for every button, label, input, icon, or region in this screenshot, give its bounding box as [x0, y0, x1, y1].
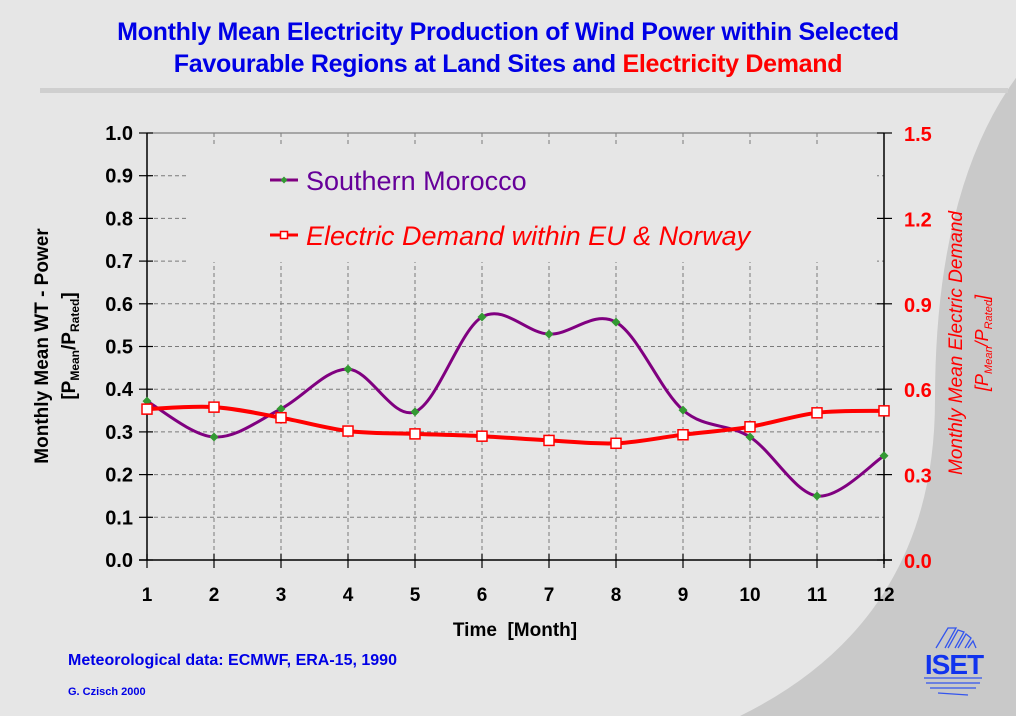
chart-title-line1: Monthly Mean Electricity Production of W… [117, 18, 899, 46]
unit-open: [P [972, 374, 992, 392]
data-point-southern-morocco [544, 329, 554, 339]
y-axis-left-tick-label: 0.6 [105, 294, 133, 316]
data-point-southern-morocco [209, 432, 219, 442]
x-axis-label: Time [Month] [453, 620, 577, 641]
title-divider [40, 88, 1008, 93]
series-group [141, 312, 890, 501]
data-point-electric-demand [208, 401, 220, 413]
x-axis-tick-label: 12 [873, 585, 894, 606]
data-point-electric-demand [878, 405, 890, 417]
logo-arc-top [935, 627, 977, 649]
y-axis-left-tick-label: 0.1 [105, 507, 133, 529]
x-axis-tick-label: 5 [410, 585, 421, 606]
y-axis-left-tick-label: 0.2 [105, 465, 133, 487]
chart-title-line2: Favourable Regions at Land Sites and Ele… [0, 48, 1016, 80]
y-axis-left-tick-label: 0.5 [105, 337, 133, 359]
legend: Southern Morocco Electric Demand within … [270, 166, 752, 251]
tick-labels: 0.0 0.1 0.2 0.3 0.4 0.5 0.6 0.7 0.8 0.9 1.0 0.0 0.3 0… [105, 123, 932, 606]
unit-close: ] [59, 292, 80, 298]
author-credit: G. Czisch 2000 [68, 686, 146, 698]
data-point-electric-demand [543, 434, 555, 447]
unit-open: [P [59, 380, 80, 399]
data-point-southern-morocco [410, 407, 420, 417]
y-axis-left-tick-label: 0.7 [105, 251, 133, 273]
data-point-southern-morocco [343, 364, 353, 374]
legend-demand-marker [279, 230, 289, 240]
y-axis-left-tick-label: 1.0 [105, 123, 133, 145]
x-axis-tick-label: 3 [276, 585, 287, 606]
data-point-southern-morocco [812, 491, 822, 501]
y-axis-right-label-group: Monthly Mean Electric Demand [PMean/PRat… [946, 210, 995, 475]
unit-sub-rated: Rated [68, 299, 82, 332]
x-axis-tick-label: 9 [678, 585, 689, 606]
iset-logo: ISET [924, 627, 985, 696]
data-source-note: Meteorological data: ECMWF, ERA-15, 1990 [68, 652, 397, 669]
unit-sub-mean: Mean [68, 350, 82, 381]
data-point-electric-demand [409, 428, 421, 440]
x-axis-tick-label: 6 [477, 585, 488, 606]
unit-mid: /P [59, 332, 80, 350]
y-axis-right-tick-label: 0.9 [904, 295, 932, 317]
y-axis-left-tick-label: 0.8 [105, 208, 133, 230]
y-axis-left-tick-label: 0.0 [105, 550, 133, 572]
unit-sub-rated: Rated [983, 299, 995, 329]
data-point-electric-demand [275, 411, 287, 424]
data-point-southern-morocco [879, 451, 889, 461]
y-axis-left-unit: [PMean/PRated] [59, 292, 82, 399]
y-axis-right-tick-label: 1.5 [904, 124, 932, 146]
x-axis-tick-label: 2 [209, 585, 220, 606]
unit-sub-mean: Mean [983, 346, 995, 374]
data-point-southern-morocco [611, 317, 621, 327]
x-axis-tick-label: 8 [611, 585, 622, 606]
y-axis-right-tick-label: 0.0 [904, 551, 932, 573]
legend-demand-label: Electric Demand within EU & Norway [306, 221, 752, 251]
series-line-electric-demand [146, 404, 885, 446]
logo-text: ISET [925, 649, 984, 680]
x-axis-tick-label: 7 [544, 585, 555, 606]
legend-box [187, 146, 877, 262]
y-axis-right-unit: [PMean/PRated] [972, 294, 995, 392]
legend-morocco-marker [280, 176, 288, 184]
data-point-electric-demand [141, 403, 153, 415]
data-point-southern-morocco [678, 405, 688, 415]
x-axis-tick-label: 4 [343, 585, 354, 606]
unit-mid: /P [972, 329, 992, 348]
x-axis-tick-label: 11 [807, 585, 828, 606]
unit-close: ] [972, 294, 992, 302]
data-point-electric-demand [342, 425, 354, 437]
y-axis-right-tick-label: 0.3 [904, 466, 932, 488]
y-axis-left-tick-label: 0.3 [105, 422, 133, 444]
data-point-southern-morocco [745, 432, 755, 442]
data-point-electric-demand [610, 437, 622, 450]
x-axis-tick-label: 10 [739, 585, 760, 606]
data-point-electric-demand [744, 421, 756, 433]
y-axis-left-tick-label: 0.4 [105, 379, 134, 401]
data-point-electric-demand [677, 428, 689, 441]
y-axis-right-tick-label: 1.2 [904, 209, 932, 231]
data-point-electric-demand [476, 430, 488, 442]
x-axis-tick-label: 1 [142, 585, 153, 606]
y-axis-left-label-group: Monthly Mean WT - Power [PMean/PRated] [32, 228, 82, 464]
y-axis-left-label: Monthly Mean WT - Power [32, 228, 53, 464]
data-point-southern-morocco [276, 404, 286, 414]
series-line-southern-morocco [146, 312, 885, 498]
y-axis-left-tick-label: 0.9 [105, 166, 133, 188]
chart-title-line2-red: Electricity Demand [622, 50, 843, 78]
data-point-electric-demand [811, 407, 823, 419]
y-axis-right-tick-label: 0.6 [904, 380, 932, 402]
legend-morocco-label: Southern Morocco [306, 166, 527, 196]
data-point-southern-morocco [477, 312, 487, 322]
axes [139, 132, 892, 568]
logo-arc-bottom [924, 677, 982, 696]
chart-title-line2-blue: Favourable Regions at Land Sites and [173, 50, 623, 78]
y-axis-right-label: Monthly Mean Electric Demand [946, 210, 967, 475]
